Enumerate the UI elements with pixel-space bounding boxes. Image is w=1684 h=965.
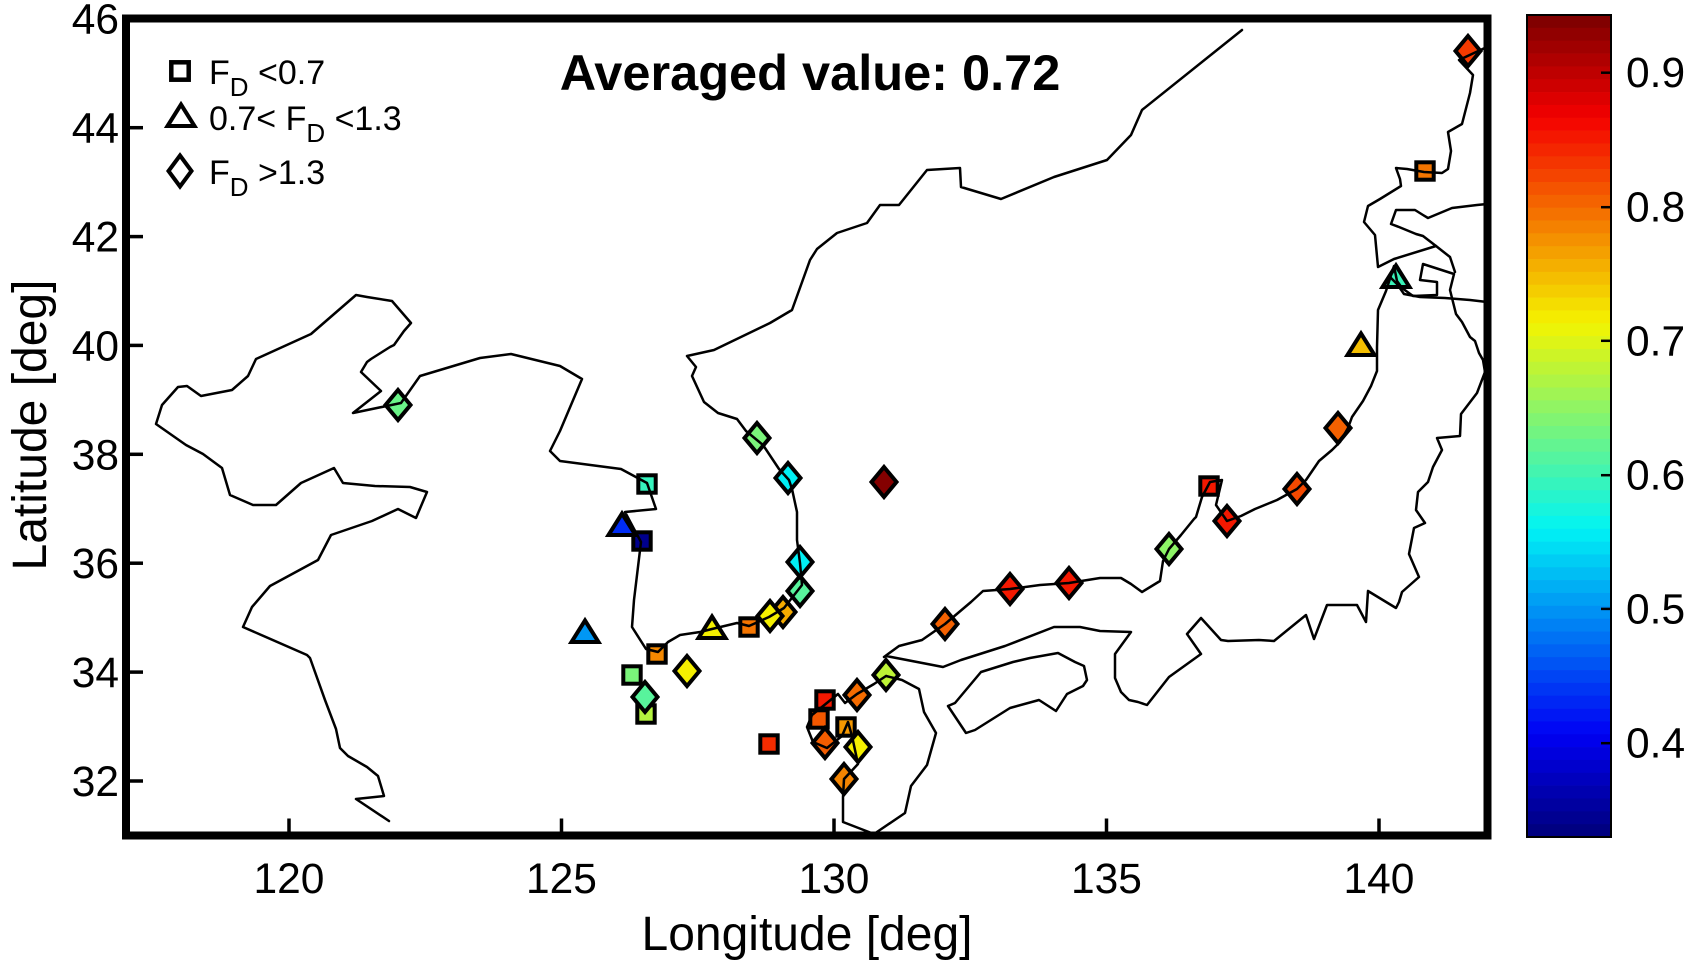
svg-text:140: 140 [1344,856,1415,903]
svg-text:130: 130 [799,856,870,903]
svg-text:Longitude [deg]: Longitude [deg] [642,908,973,961]
svg-text:44: 44 [72,106,119,153]
svg-text:34: 34 [72,650,119,697]
svg-text:38: 38 [72,432,119,479]
svg-text:46: 46 [72,0,119,44]
svg-text:0.8: 0.8 [1626,185,1684,232]
svg-text:0.9: 0.9 [1626,50,1684,97]
svg-text:36: 36 [72,541,119,588]
svg-text:40: 40 [72,323,119,370]
svg-text:0.4: 0.4 [1626,721,1684,768]
svg-text:0.7: 0.7 [1626,318,1684,365]
svg-text:125: 125 [526,856,597,903]
svg-text:0.6: 0.6 [1626,453,1684,500]
svg-text:Averaged value: 0.72: Averaged value: 0.72 [560,44,1061,101]
svg-text:120: 120 [254,856,325,903]
svg-text:42: 42 [72,215,119,262]
svg-text:135: 135 [1071,856,1142,903]
svg-text:32: 32 [72,759,119,806]
svg-text:0.5: 0.5 [1626,586,1684,633]
svg-text:Latitude [deg]: Latitude [deg] [4,280,57,571]
